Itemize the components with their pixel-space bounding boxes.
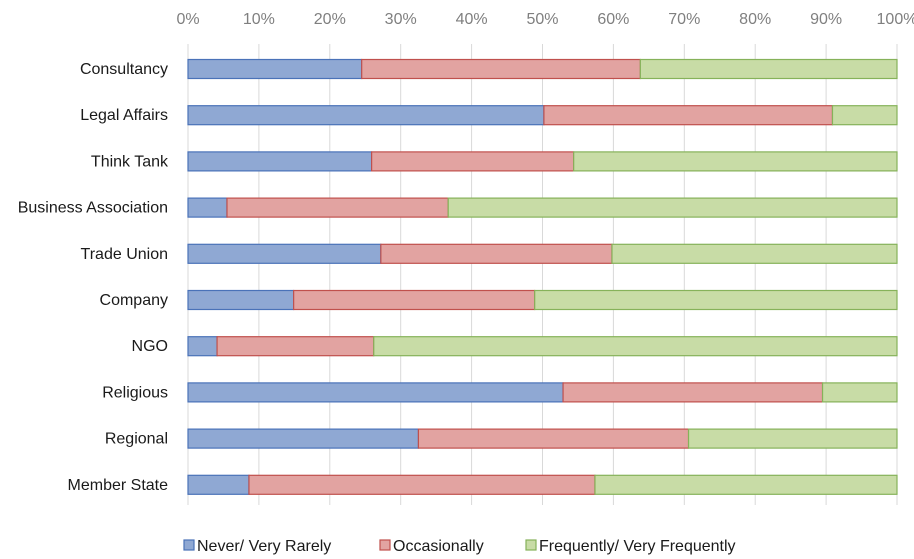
- bar-segment: [187, 428, 420, 449]
- legend-swatch: [183, 539, 195, 551]
- category-label: Think Tank: [91, 153, 169, 170]
- bar-segment: [187, 151, 373, 172]
- legend-label: Never/ Very Rarely: [197, 538, 331, 555]
- x-tick-label: 70%: [668, 11, 700, 28]
- x-tick-label: 90%: [810, 11, 842, 28]
- bar-segment: [562, 382, 824, 403]
- bar-segment: [639, 58, 898, 80]
- x-tick-label: 80%: [739, 11, 771, 28]
- x-tick-label: 0%: [176, 11, 199, 28]
- bar-segment: [187, 336, 218, 357]
- x-tick-label: 40%: [456, 11, 488, 28]
- bar-segment: [687, 428, 898, 449]
- bar-segment: [187, 474, 250, 495]
- bar-segment: [417, 428, 690, 449]
- x-tick-label: 60%: [597, 11, 629, 28]
- legend-swatch: [379, 539, 391, 551]
- legend: Never/ Very Rarely Occasionally Frequently…: [183, 538, 736, 555]
- bar-segment: [373, 336, 898, 357]
- bar-segment: [831, 105, 898, 126]
- category-label: Member State: [68, 477, 169, 494]
- bar-segment: [371, 151, 575, 172]
- x-tick-label: 30%: [385, 11, 417, 28]
- category-label: Regional: [105, 431, 168, 448]
- bar-segment: [216, 336, 375, 357]
- bar-segment: [361, 58, 641, 80]
- bar-segment: [187, 382, 564, 403]
- x-tick-label: 20%: [314, 11, 346, 28]
- bar-segment: [226, 197, 449, 218]
- bar-segment: [573, 151, 898, 172]
- bar-segment: [187, 197, 228, 218]
- bar-segment: [611, 243, 898, 264]
- legend-label: Occasionally: [393, 538, 484, 555]
- bar-segment: [447, 197, 898, 218]
- category-label: Company: [100, 292, 168, 309]
- category-label: Trade Union: [81, 246, 168, 263]
- bar-segment: [380, 243, 613, 264]
- bar-segment: [594, 474, 898, 495]
- legend-swatch: [525, 539, 537, 551]
- category-label: Consultancy: [80, 61, 168, 78]
- bar-segment: [293, 289, 536, 311]
- category-label: Religious: [102, 384, 168, 401]
- bar-segment: [821, 382, 898, 403]
- category-label: Business Association: [18, 200, 168, 217]
- bar-segment: [534, 289, 898, 311]
- bar-segment: [187, 105, 545, 126]
- legend-label: Frequently/ Very Frequently: [539, 538, 736, 555]
- axis-layer: 0% 10% 20% 30% 40% 50% 60% 70% 80% 90% 100% Consult…: [18, 11, 914, 494]
- bar-segment: [187, 58, 363, 80]
- bar-segment: [187, 289, 295, 311]
- bar-segment: [248, 474, 596, 495]
- bar-segment: [543, 105, 834, 126]
- bar-segment: [187, 243, 382, 264]
- bars-layer: [187, 58, 898, 495]
- x-tick-label: 10%: [243, 11, 275, 28]
- category-label: NGO: [132, 338, 168, 355]
- x-tick-label: 100%: [877, 11, 914, 28]
- category-label: Legal Affairs: [80, 107, 168, 124]
- x-tick-label: 50%: [526, 11, 558, 28]
